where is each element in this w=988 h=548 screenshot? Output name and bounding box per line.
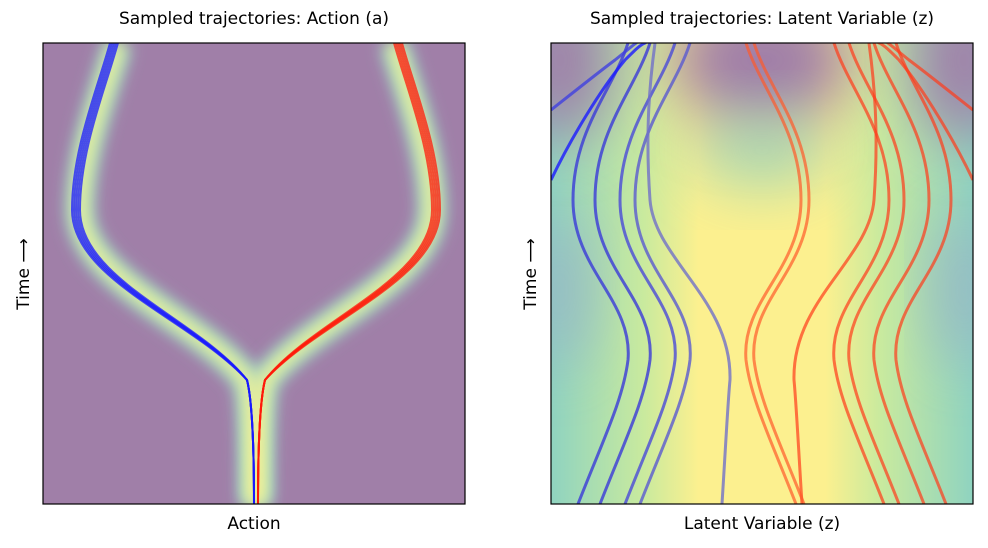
x-axis-label: Latent Variable (z) [684, 514, 840, 534]
trajectory [875, 43, 973, 181]
trajectory [872, 43, 931, 504]
panel-title: Sampled trajectories: Action (a) [119, 9, 389, 29]
density-blob [934, 210, 973, 370]
trajectory [646, 43, 732, 504]
trajectory [257, 43, 442, 504]
x-axis-label: Action [227, 514, 280, 534]
panel-title: Sampled trajectories: Latent Variable (z… [590, 9, 934, 29]
plot-area [551, 43, 973, 504]
trajectory [571, 43, 630, 504]
trajectory [551, 43, 640, 112]
trajectory [633, 43, 692, 504]
trajectory [752, 43, 811, 504]
trajectory [847, 43, 906, 504]
axes-frame [550, 42, 974, 505]
density-blob [692, 110, 832, 190]
density-blob [672, 43, 852, 130]
trajectory [832, 43, 891, 504]
axes-frame [42, 42, 466, 505]
density-blob [551, 210, 590, 370]
trajectory [744, 43, 803, 504]
trajectory [618, 43, 677, 504]
trajectory [894, 43, 953, 504]
y-axis-label: Time ⟶ [14, 238, 34, 310]
plot-area [43, 43, 465, 504]
trajectory [70, 43, 255, 504]
trajectory [792, 43, 878, 504]
trajectory [884, 43, 973, 112]
trajectory [551, 43, 649, 181]
y-axis-label: Time ⟶ [521, 238, 541, 310]
trajectory [593, 43, 652, 504]
